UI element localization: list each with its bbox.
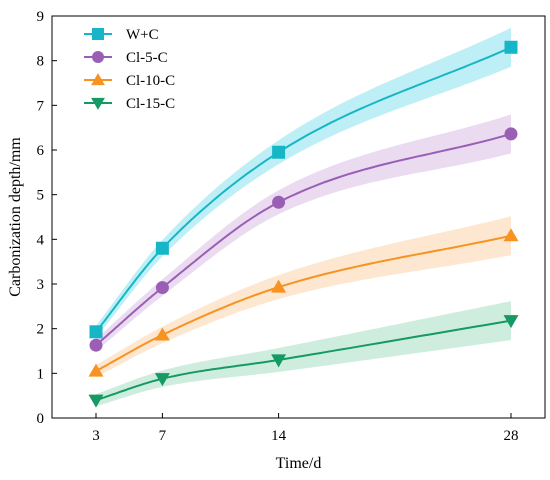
- series-markers: [88, 40, 519, 408]
- line-Cl-5-C: [95, 132, 512, 346]
- point-W+C-28: [504, 40, 518, 54]
- point-Cl-10-C-7: [154, 327, 170, 341]
- x-tick-label-3: 3: [92, 428, 100, 444]
- point-Cl-15-C-28: [503, 315, 519, 329]
- point-Cl-5-C-28: [504, 127, 518, 141]
- legend-label-Cl-10-C: Cl-10-C: [126, 73, 175, 89]
- x-tick-label-7: 7: [159, 428, 167, 444]
- axes: 0 1 2 3 4 5 6 7 8 9 3 7 14 28: [37, 9, 546, 444]
- point-Cl-5-C-3: [89, 338, 103, 352]
- point-Cl-15-C-7: [154, 373, 170, 387]
- point-Cl-10-C-14: [271, 279, 287, 293]
- y-tick-label-4: 4: [37, 232, 45, 248]
- line-Cl-10-C: [95, 234, 512, 372]
- point-Cl-5-C-7: [155, 281, 169, 295]
- line-Cl-15-C: [95, 319, 512, 402]
- band-Cl-5-C: [96, 114, 511, 352]
- legend-marker-Cl-10-C: [91, 73, 105, 86]
- band-W+C: [96, 27, 511, 338]
- legend-label-Cl-15-C: Cl-15-C: [126, 96, 175, 112]
- legend-marker-Cl-15-C: [91, 97, 105, 110]
- y-tick-label-3: 3: [37, 277, 45, 293]
- x-tick-label-14: 14: [271, 428, 287, 444]
- plot-frame: [51, 15, 546, 419]
- legend: W+C Cl-5-C Cl-10-C Cl-15-C: [84, 27, 175, 112]
- point-W+C-7: [155, 241, 169, 255]
- point-W+C-14: [272, 145, 286, 159]
- x-axis-title: Time/d: [276, 455, 322, 472]
- point-Cl-10-C-3: [88, 363, 104, 377]
- y-tick-label-6: 6: [37, 143, 45, 159]
- y-tick-label-2: 2: [37, 322, 45, 338]
- line-W+C: [95, 46, 512, 333]
- y-tick-label-0: 0: [37, 411, 45, 427]
- legend-label-Cl-5-C: Cl-5-C: [126, 50, 168, 66]
- point-W+C-3: [89, 325, 103, 339]
- legend-label-W+C: W+C: [126, 27, 159, 43]
- legend-marker-W+C: [92, 28, 104, 40]
- x-tick-label-28: 28: [504, 428, 519, 444]
- y-tick-label-8: 8: [37, 54, 45, 70]
- point-Cl-15-C-14: [271, 354, 287, 368]
- band-Cl-15-C: [96, 301, 511, 407]
- point-Cl-15-C-3: [88, 394, 104, 408]
- legend-marker-Cl-5-C: [92, 51, 104, 63]
- y-tick-label-5: 5: [37, 188, 45, 204]
- y-tick-label-7: 7: [37, 98, 45, 114]
- y-tick-label-9: 9: [37, 9, 45, 25]
- point-Cl-10-C-28: [503, 228, 519, 242]
- y-axis-title: Carbonization depth/mm: [7, 137, 24, 297]
- y-tick-label-1: 1: [37, 366, 45, 382]
- point-Cl-5-C-14: [272, 195, 286, 209]
- series-lines: [95, 46, 512, 402]
